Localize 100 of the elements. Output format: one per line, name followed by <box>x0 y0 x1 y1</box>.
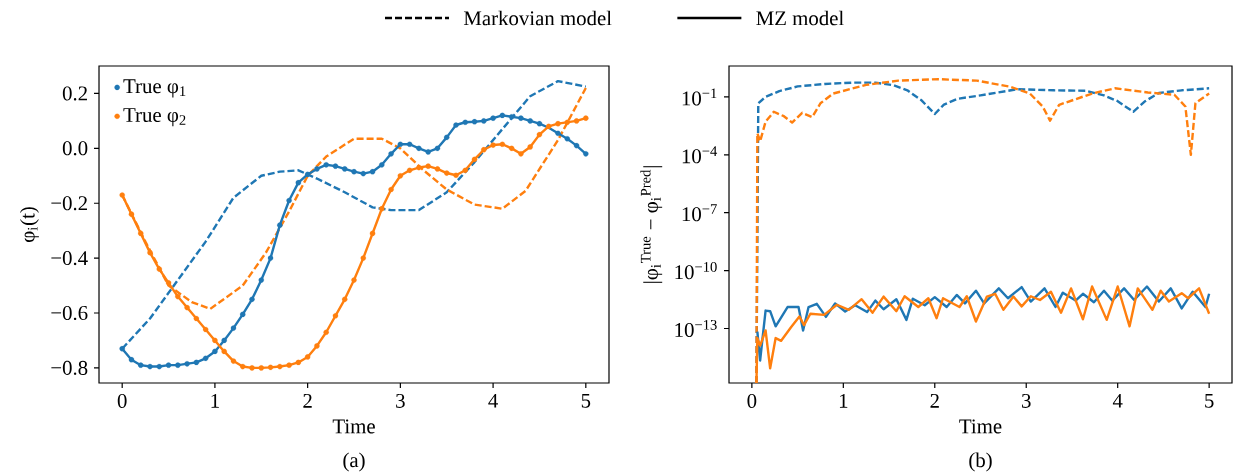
x-tick-label: 3 <box>396 393 405 408</box>
point <box>277 363 283 370</box>
point <box>342 296 348 302</box>
point <box>444 170 450 176</box>
point <box>369 168 376 175</box>
point <box>147 249 153 256</box>
text: Markovian model <box>463 10 612 26</box>
point <box>518 151 524 157</box>
point <box>481 147 487 153</box>
text: (a) <box>343 452 365 472</box>
point <box>230 358 237 364</box>
y-axis-title: φ$_{i}$(t) <box>19 207 39 242</box>
point <box>332 163 339 169</box>
point <box>165 280 172 286</box>
point <box>462 119 468 125</box>
x-axis-title: Time <box>959 419 1002 434</box>
point <box>499 112 506 119</box>
point <box>425 163 431 169</box>
point <box>156 363 162 370</box>
point <box>267 255 274 261</box>
point <box>490 142 496 148</box>
point <box>128 211 135 217</box>
point <box>286 197 292 204</box>
point <box>546 123 552 130</box>
point <box>193 359 200 366</box>
point <box>165 362 172 368</box>
x-tick-label: 4 <box>488 393 498 408</box>
point <box>314 343 320 349</box>
point <box>360 255 366 261</box>
point <box>240 311 246 318</box>
point <box>527 118 533 124</box>
point <box>388 151 394 157</box>
point <box>295 179 302 186</box>
point <box>323 329 329 335</box>
point <box>147 363 153 370</box>
point <box>221 337 227 344</box>
point <box>434 145 441 152</box>
point <box>175 362 181 368</box>
point <box>555 130 561 136</box>
point <box>184 361 190 367</box>
y-tick-label: 10$^{−13}$ <box>675 319 717 338</box>
point <box>138 362 144 368</box>
point <box>138 230 144 237</box>
point <box>536 131 543 138</box>
point <box>286 362 292 368</box>
x-tick-label: 5 <box>1205 393 1214 408</box>
point <box>221 348 227 355</box>
y-tick-label: 10$^{−1}$ <box>682 88 717 106</box>
y-tick-label: 0.2 <box>62 86 87 101</box>
point <box>230 325 237 331</box>
y-axis-title: |φ$_{i}$$^{True}$ − φ$_{i}$$^{Pred}$| <box>640 166 663 283</box>
point <box>527 144 533 150</box>
point <box>258 277 264 283</box>
point <box>471 119 478 125</box>
point <box>508 145 515 152</box>
point <box>379 206 385 212</box>
point <box>314 166 320 172</box>
x-tick-label: 1 <box>839 393 848 408</box>
point <box>351 277 357 283</box>
point <box>583 151 589 157</box>
point <box>202 355 209 361</box>
point <box>406 141 413 147</box>
point <box>481 118 487 124</box>
x-tick-label: 2 <box>930 393 939 408</box>
point <box>416 164 422 171</box>
point <box>490 115 496 121</box>
text: MZ model <box>756 10 844 26</box>
point <box>508 114 515 120</box>
x-tick-label: 4 <box>1112 393 1123 408</box>
y-tick-label: 10$^{−7}$ <box>682 204 717 222</box>
point <box>397 173 404 179</box>
y-tick-label: 0.0 <box>62 141 88 156</box>
point <box>249 365 255 371</box>
point <box>471 156 478 163</box>
point <box>128 356 135 363</box>
y-tick-label: 10$^{−4}$ <box>682 146 718 164</box>
point <box>453 172 459 178</box>
point <box>277 222 283 228</box>
point <box>119 345 125 352</box>
y-tick-label: −0.4 <box>51 251 88 266</box>
line-series <box>756 285 1211 362</box>
point <box>304 171 311 178</box>
point <box>462 167 468 173</box>
point <box>379 162 385 168</box>
y-tick-label: −0.8 <box>51 360 88 375</box>
point <box>304 354 311 360</box>
x-axis-title: Time <box>332 419 375 434</box>
point <box>240 363 246 370</box>
text: (b) <box>969 452 992 472</box>
y-tick-label: −0.2 <box>51 196 87 211</box>
x-tick-label: 1 <box>211 393 219 408</box>
x-tick-label: 3 <box>1022 393 1031 408</box>
point <box>212 348 218 355</box>
point <box>583 115 589 121</box>
point <box>499 141 506 147</box>
point <box>249 296 255 302</box>
point <box>193 315 200 322</box>
point <box>369 230 376 237</box>
point <box>397 141 404 147</box>
point <box>267 364 274 371</box>
